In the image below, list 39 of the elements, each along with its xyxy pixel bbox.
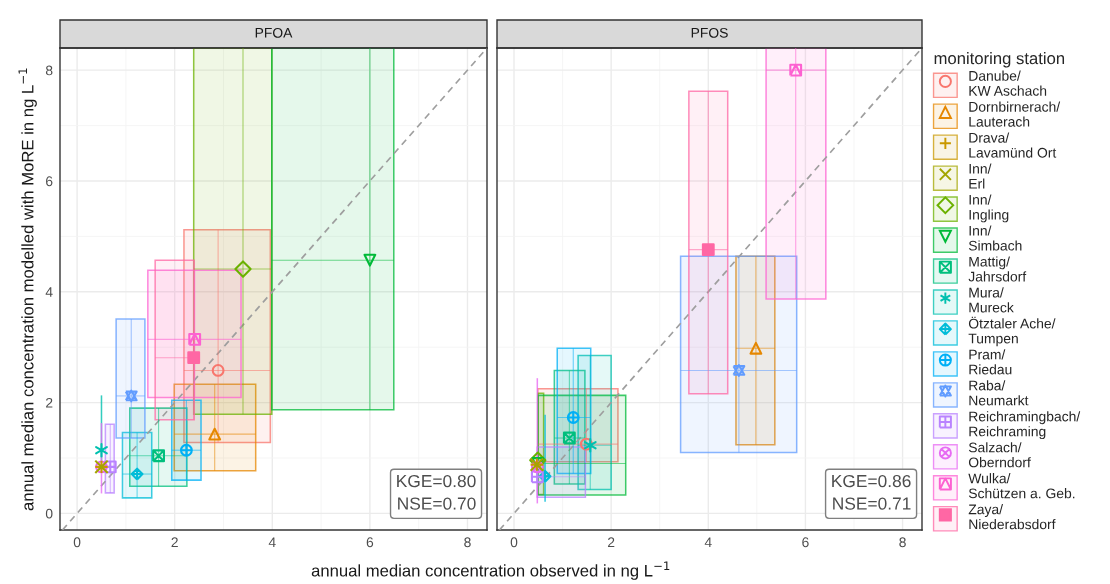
x-tick-label: 4 bbox=[268, 537, 276, 548]
legend-label: Reichramingbach/ Reichraming bbox=[969, 411, 1081, 440]
legend-label: Pram/ Riedau bbox=[969, 349, 1012, 375]
legend-title: monitoring station bbox=[934, 52, 1065, 68]
legend-label: Inn/ Simbach bbox=[968, 225, 1022, 251]
legend-label: Mattig/ Jahrsdorf bbox=[968, 256, 1027, 282]
legend-label: Inn/ Ingling bbox=[969, 194, 1009, 223]
x-tick-label: 0 bbox=[73, 537, 81, 548]
legend-label: Zaya/ Niederabsdorf bbox=[968, 504, 1056, 530]
legend-label: Wulka/ Schützen a. Geb. bbox=[968, 473, 1075, 499]
annotation: NSE=0.70 bbox=[398, 497, 476, 510]
x-tick-label: 8 bbox=[899, 537, 906, 548]
chart-title: PFOS bbox=[691, 27, 728, 38]
y-tick-label: 0 bbox=[45, 508, 53, 519]
x-tick-label: 2 bbox=[607, 537, 615, 548]
legend-label: Drava/ Lavamünd Ort bbox=[969, 132, 1057, 158]
legend-label: Danube/ KW Aschach bbox=[969, 70, 1047, 96]
x-tick-label: 6 bbox=[366, 537, 374, 548]
annotation: KGE=0.80 bbox=[397, 474, 476, 488]
x-tick-label: 8 bbox=[464, 537, 471, 548]
annotation: NSE=0.71 bbox=[833, 497, 911, 510]
legend-label: Salzach/ Oberndorf bbox=[968, 442, 1031, 468]
legend-label: Dornbirnerach/ Lauterach bbox=[969, 101, 1061, 127]
x-tick-label: 0 bbox=[510, 537, 518, 548]
x-tick-label: 6 bbox=[802, 537, 809, 548]
x-axis-title: annual median concentration observed in ng L$^{−1}$ bbox=[311, 561, 670, 580]
x-tick-label: 4 bbox=[704, 537, 712, 548]
x-tick-label: 2 bbox=[171, 537, 178, 548]
legend-label: Raba/ Neumarkt bbox=[969, 380, 1029, 406]
legend-label: Ötztaler Ache/ Tumpen bbox=[968, 316, 1056, 347]
legend-label: Mura/ Mureck bbox=[969, 287, 1014, 313]
annotation: KGE=0.86 bbox=[832, 474, 911, 488]
y-tick-label: 8 bbox=[45, 65, 53, 76]
chart-title: PFOA bbox=[255, 27, 293, 38]
legend-label: Inn/ Erl bbox=[969, 163, 992, 189]
y-tick-label: 2 bbox=[46, 397, 53, 408]
y-tick-label: 6 bbox=[46, 176, 53, 187]
y-tick-label: 4 bbox=[45, 287, 53, 297]
y-axis-title: annual median concentration modelled with MoRE in ng L$^{−1}$ bbox=[18, 68, 37, 511]
